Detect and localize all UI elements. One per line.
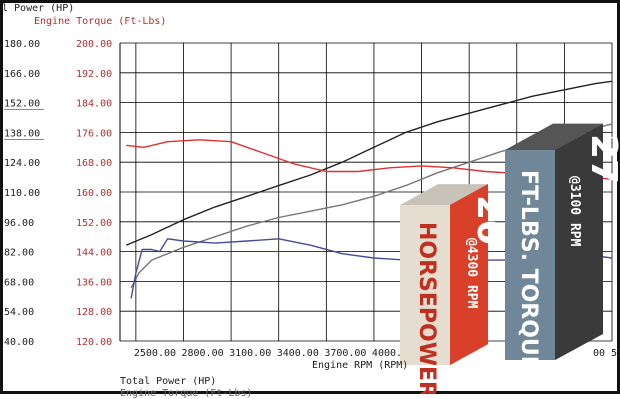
- x-axis-title: Engine RPM (RPM): [312, 360, 409, 371]
- x-tick-label: 00 55: [593, 348, 620, 359]
- y-left-tick-label: 138.00: [4, 128, 40, 139]
- hp-badge-face: [450, 184, 488, 365]
- y-left-tick-label: 166.00: [4, 69, 40, 80]
- right-axis-title: Engine Torque (Ft-Lbs): [34, 16, 167, 27]
- y-left-tick-label: 152.00: [4, 99, 40, 110]
- torque-badge-number: 27: [583, 134, 620, 184]
- y-left-tick-label: 124.00: [4, 158, 40, 169]
- y-right-tick-label: 184.00: [76, 99, 112, 110]
- x-tick-label: 3700.00: [324, 348, 366, 359]
- hp-badge-rpm: @4300 RPM: [464, 238, 479, 309]
- y-right-tick-label: 136.00: [76, 277, 112, 288]
- legend-total-power: Total Power (HP): [120, 376, 217, 387]
- y-right-tick-label: 144.00: [76, 248, 112, 259]
- y-left-tick-label: 40.00: [4, 337, 34, 348]
- hp-badge-left: [400, 205, 450, 365]
- y-left-tick-label: 110.00: [4, 188, 40, 199]
- y-left-tick-label: 82.00: [4, 248, 34, 259]
- y-right-tick-label: 152.00: [76, 218, 112, 229]
- y-left-tick-label: 68.00: [4, 277, 34, 288]
- box-top: [505, 123, 603, 150]
- hp-badge-number: 20: [469, 195, 510, 245]
- x-tick-label: 3100.00: [229, 348, 271, 359]
- left-axis-title: l Power (HP): [2, 3, 75, 14]
- y-right-tick-label: 192.00: [76, 69, 112, 80]
- x-tick-label: 4000.00: [372, 348, 414, 359]
- y-left-tick-label: 96.00: [4, 218, 34, 229]
- y-right-tick-label: 128.00: [76, 307, 112, 318]
- torque-badge-label: FT-LBS. TORQUE: [516, 170, 541, 371]
- y-right-tick-label: 200.00: [76, 39, 112, 50]
- series-line-0: [126, 80, 613, 246]
- y-right-tick-label: 120.00: [76, 337, 112, 348]
- hp-badge: 20@4300 RPM HORSEPOWER: [400, 184, 510, 394]
- hp-badge-label: HORSEPOWER: [414, 222, 439, 394]
- torque-badge-face: [555, 124, 603, 360]
- box-top: [400, 184, 488, 205]
- y-right-tick-label: 160.00: [76, 188, 112, 199]
- x-tick-label: 3400.00: [277, 348, 319, 359]
- y-right-tick-label: 168.00: [76, 158, 112, 169]
- y-right-tick-label: 176.00: [76, 128, 112, 139]
- torque-badge-rpm: @3100 RPM: [567, 176, 582, 247]
- torque-badge-left: [505, 150, 555, 360]
- x-tick-label: 2800.00: [181, 348, 223, 359]
- x-tick-label: 2500.00: [134, 348, 176, 359]
- y-left-tick-label: 180.00: [4, 39, 40, 50]
- torque-badge: 27@3100 RPM FT-LBS. TORQUE: [505, 123, 620, 371]
- y-left-tick-label: 54.00: [4, 307, 34, 318]
